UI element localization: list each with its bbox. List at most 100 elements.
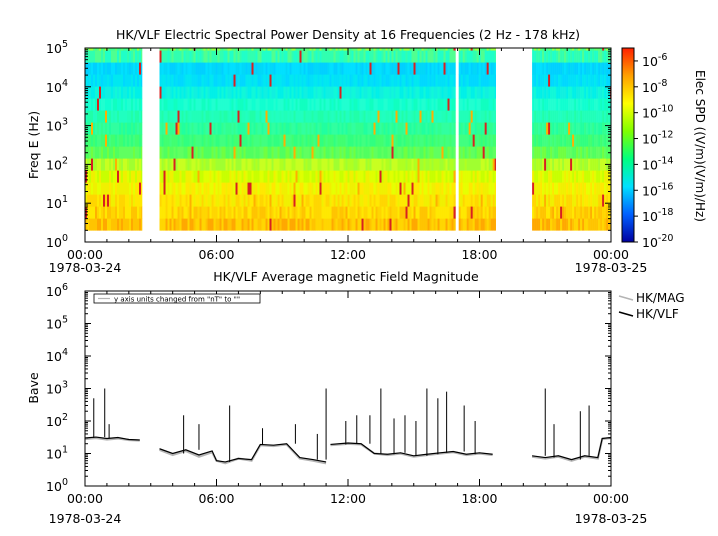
spectrogram-x-tick-label: 00:00 bbox=[67, 247, 103, 262]
spectrogram-cell bbox=[464, 122, 467, 135]
spectrogram-cell bbox=[445, 50, 448, 63]
spectrogram-cell bbox=[363, 50, 366, 63]
spectrogram-cell bbox=[492, 146, 495, 159]
spectrogram-cell bbox=[139, 218, 142, 231]
spectrogram-cell bbox=[205, 98, 208, 111]
spectrogram-cell bbox=[311, 86, 314, 99]
spectrogram-cell bbox=[395, 48, 398, 51]
spectrogram-cell bbox=[602, 218, 605, 231]
spectrogram-cell bbox=[257, 62, 260, 75]
spectrogram-cell bbox=[365, 218, 368, 231]
spectrogram-cell bbox=[211, 134, 214, 147]
spectrogram-cell bbox=[127, 48, 130, 51]
spectrogram-cell bbox=[441, 86, 444, 99]
spectrogram-cell bbox=[556, 218, 559, 231]
spectrogram-cell bbox=[363, 62, 366, 75]
spectrogram-cell bbox=[423, 86, 426, 99]
spectrogram-cell bbox=[307, 122, 310, 135]
spectrogram-cell bbox=[259, 98, 262, 111]
spectrogram-cells bbox=[85, 48, 611, 231]
spectrogram-cell bbox=[201, 86, 204, 99]
spectrogram-cell bbox=[111, 146, 114, 159]
spectrogram-cell bbox=[365, 134, 368, 147]
spectrogram-cell bbox=[470, 134, 473, 147]
spectrogram-cell bbox=[289, 48, 292, 51]
spectrogram-cell bbox=[540, 74, 543, 87]
spectrogram-cell bbox=[299, 158, 302, 171]
spectrogram-cell bbox=[347, 122, 350, 135]
spectrogram-cell bbox=[564, 122, 567, 135]
spectrogram-cell bbox=[464, 206, 467, 219]
spectrogram-cell bbox=[379, 170, 382, 183]
spectrogram-cell bbox=[213, 170, 216, 183]
spectrogram-cell bbox=[381, 206, 384, 219]
spectrogram-cell bbox=[315, 194, 318, 207]
spectrogram-cell bbox=[293, 170, 296, 183]
spectrogram-cell bbox=[349, 50, 352, 63]
spectrogram-cell bbox=[289, 182, 292, 195]
spectrogram-cell bbox=[353, 158, 356, 171]
spectrogram-cell bbox=[431, 50, 434, 63]
spectrogram-cell bbox=[550, 98, 553, 111]
spectrogram-cell bbox=[542, 86, 545, 99]
spectrogram-cell bbox=[191, 134, 194, 147]
spectrogram-cell bbox=[333, 62, 336, 75]
spectrogram-cell bbox=[341, 158, 344, 171]
spectrogram-cell bbox=[119, 98, 122, 111]
spectrogram-cell bbox=[257, 74, 260, 87]
spectrogram-cell bbox=[301, 86, 304, 99]
spectrogram-cell bbox=[163, 194, 166, 207]
spectrogram-cell bbox=[431, 158, 434, 171]
spectrogram-cell bbox=[550, 50, 553, 63]
spectrogram-cell bbox=[409, 182, 412, 195]
spectrogram-cell bbox=[173, 158, 176, 171]
spectrogram-cell bbox=[171, 74, 174, 87]
spectrogram-cell bbox=[93, 86, 96, 99]
spectrogram-cell bbox=[325, 110, 328, 123]
spectrogram-cell bbox=[309, 206, 312, 219]
spectrogram-cell bbox=[544, 146, 547, 159]
spectrogram-cell bbox=[93, 170, 96, 183]
spectrogram-cell bbox=[598, 110, 601, 123]
spectrogram-cell bbox=[453, 182, 456, 195]
spectrogram-cell bbox=[582, 194, 585, 207]
spectrogram-cell bbox=[183, 158, 186, 171]
spectrogram-cell bbox=[297, 98, 300, 111]
spectrogram-cell bbox=[538, 86, 541, 99]
spectrogram-cell bbox=[101, 182, 104, 195]
spectrogram-cell bbox=[319, 50, 322, 63]
spectrogram-cell bbox=[602, 86, 605, 99]
spectrogram-cell bbox=[415, 86, 418, 99]
spectrogram-cell bbox=[363, 98, 366, 111]
spectrogram-cell bbox=[580, 48, 583, 51]
spectrogram-cell bbox=[177, 182, 180, 195]
spectrogram-cell bbox=[91, 62, 94, 75]
spectrogram-cell bbox=[247, 218, 250, 231]
spectrogram-cell bbox=[484, 48, 487, 51]
spectrogram-cell bbox=[247, 206, 250, 219]
spectrogram-cell bbox=[458, 146, 461, 159]
spectrogram-cell bbox=[449, 122, 452, 135]
spectrogram-cell bbox=[379, 194, 382, 207]
spectrogram-cell bbox=[574, 206, 577, 219]
spectrogram-cell bbox=[195, 48, 198, 51]
spectrogram-cell bbox=[185, 122, 188, 135]
spectrogram-cell bbox=[325, 62, 328, 75]
spectrogram-cell bbox=[552, 62, 555, 75]
spectrogram-cell bbox=[558, 50, 561, 63]
spectrogram-cell bbox=[301, 134, 304, 147]
spectrogram-cell bbox=[447, 86, 450, 99]
spectrogram-cell bbox=[445, 194, 448, 207]
spectrogram-cell bbox=[468, 98, 471, 111]
spectrogram-cell bbox=[283, 146, 286, 159]
spectrogram-cell bbox=[295, 134, 298, 147]
spectrogram-cell bbox=[379, 48, 382, 51]
spectrogram-cell bbox=[253, 194, 256, 207]
spectrogram-cell bbox=[89, 48, 92, 51]
spectrogram-cell bbox=[137, 134, 140, 147]
spectrogram-cell bbox=[462, 194, 465, 207]
spectrogram-cell bbox=[297, 146, 300, 159]
spectrogram-cell bbox=[303, 50, 306, 63]
spectrogram-cell bbox=[421, 110, 424, 123]
spectrogram-cell bbox=[578, 170, 581, 183]
